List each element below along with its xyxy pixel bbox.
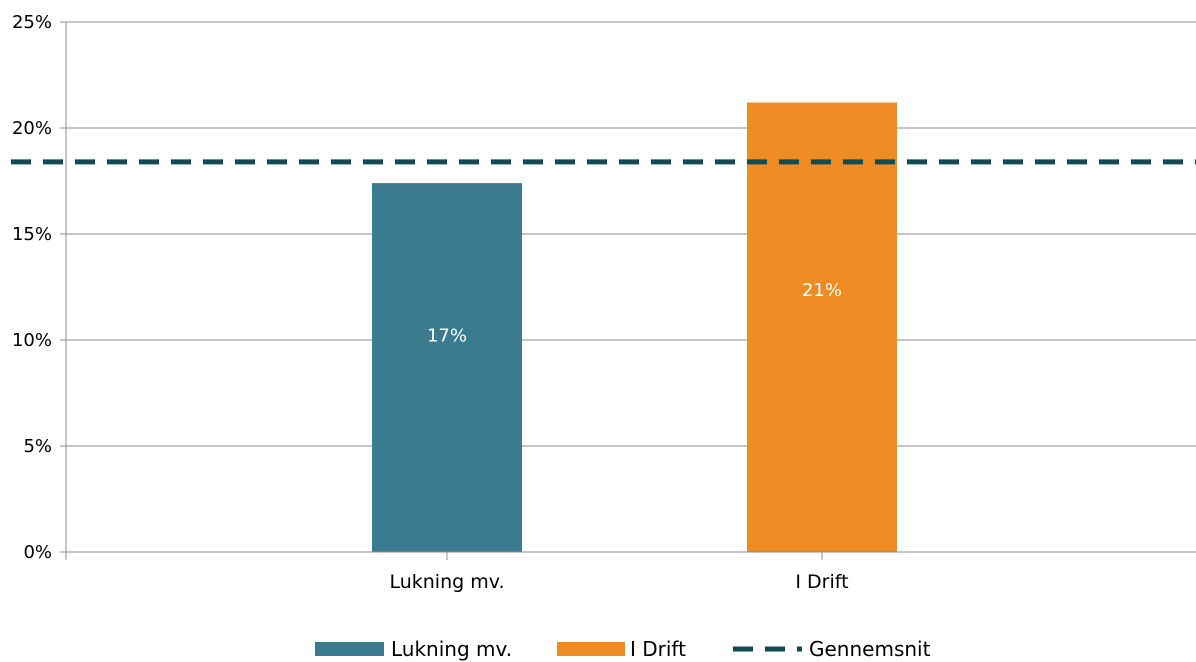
y-tick-label: 25% [12, 12, 52, 33]
y-axis-ticks: 0% 5% 10% 15% 20% 25% [12, 12, 66, 563]
y-tick-label: 15% [12, 224, 52, 245]
y-tick-label: 20% [12, 118, 52, 139]
x-tick-label: Lukning mv. [389, 571, 504, 593]
axes [65, 22, 1196, 560]
bars: 17% 21% [372, 102, 897, 552]
data-label: 17% [427, 326, 467, 347]
legend-swatch-i-drift [557, 642, 625, 656]
y-tick-label: 10% [12, 330, 52, 351]
bar-lukning [372, 183, 522, 552]
y-tick-label: 5% [23, 436, 52, 457]
bar-i-drift [747, 102, 897, 552]
legend-label-gennemsnit: Gennemsnit [809, 637, 931, 661]
legend-label-lukning: Lukning mv. [391, 637, 512, 661]
legend: Lukning mv. I Drift Gennemsnit [315, 637, 931, 661]
grid-lines [66, 21, 1196, 447]
x-axis-labels: Lukning mv. I Drift [389, 571, 848, 593]
data-label: 21% [802, 280, 842, 301]
y-tick-label: 0% [23, 542, 52, 563]
x-tick-label: I Drift [795, 571, 848, 593]
legend-label-i-drift: I Drift [630, 637, 686, 661]
legend-swatch-lukning [315, 642, 384, 656]
